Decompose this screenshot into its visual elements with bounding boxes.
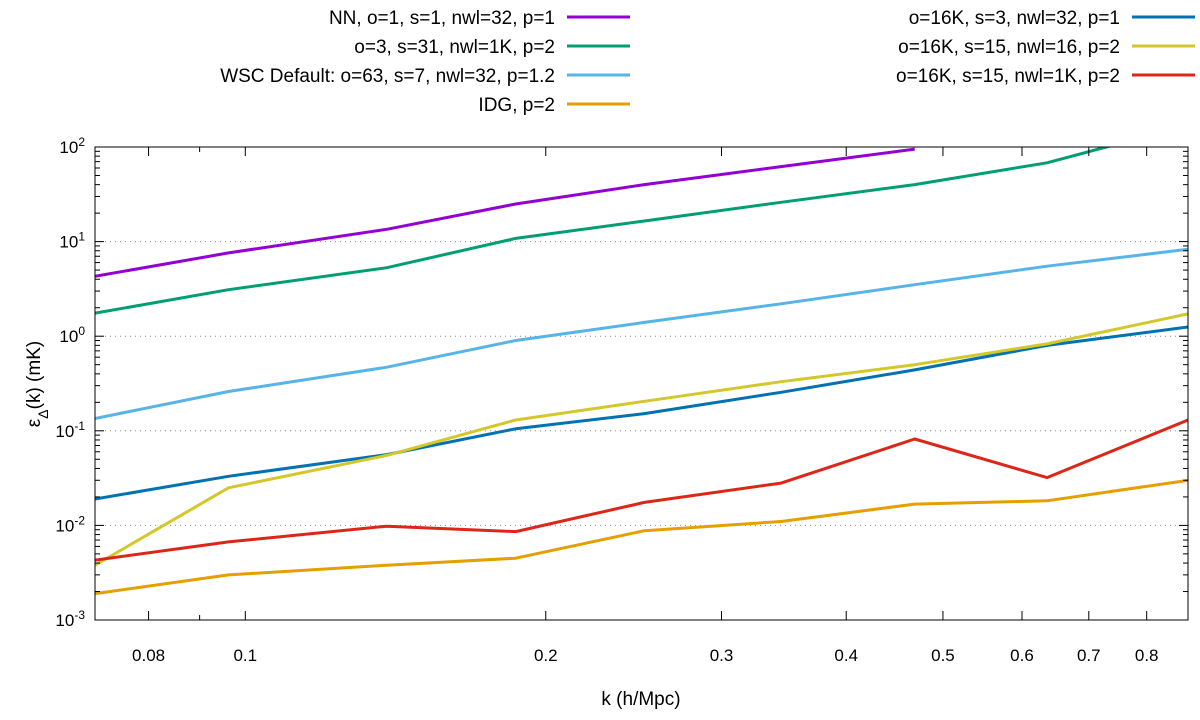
- y-tick-exponent: -3: [74, 608, 85, 622]
- y-tick-exponent: 0: [78, 324, 85, 338]
- series-lines: [95, 147, 1188, 596]
- series-line: [95, 312, 1188, 567]
- y-tick-label: 100: [59, 324, 85, 346]
- legend-label: o=16K, s=15, nwl=1K, p=2: [896, 66, 1120, 87]
- y-tick-base: 10: [55, 611, 74, 630]
- y-tick-label: 102: [59, 135, 85, 157]
- legend-entry: NN, o=1, s=1, nwl=32, p=1: [329, 8, 630, 29]
- y-tick-exponent: -2: [74, 513, 85, 527]
- series-line: [95, 418, 1188, 562]
- y-tick-base: 10: [59, 138, 78, 157]
- y-axis-title-base: ε: [24, 418, 45, 427]
- grid-lines: [95, 241, 1188, 526]
- legend-label: o=3, s=31, nwl=1K, p=2: [354, 37, 555, 58]
- y-tick-exponent: 1: [78, 230, 85, 244]
- series-line: [95, 147, 915, 278]
- legend-label: o=16K, s=15, nwl=16, p=2: [898, 37, 1120, 58]
- legend-entry: o=16K, s=3, nwl=32, p=1: [909, 8, 1195, 29]
- series-line: [95, 325, 1188, 501]
- y-tick-label: 10-1: [55, 419, 85, 441]
- legend: NN, o=1, s=1, nwl=32, p=1 o=3, s=31, nwl=…: [220, 8, 1195, 116]
- plot-frame: [94, 146, 1189, 621]
- x-tick-label: 0.7: [1077, 646, 1101, 665]
- legend-entry: o=3, s=31, nwl=1K, p=2: [354, 37, 630, 58]
- y-axis-title-rest: (k) (mK): [24, 341, 45, 410]
- y-tick-exponent: 2: [78, 135, 85, 149]
- x-tick-label: 0.3: [710, 646, 734, 665]
- series-line: [95, 147, 1113, 315]
- x-tick-label: 0.5: [931, 646, 955, 665]
- x-axis-title: k (h/Mpc): [601, 689, 680, 710]
- legend-entry: o=16K, s=15, nwl=16, p=2: [898, 37, 1195, 58]
- y-tick-label: 101: [59, 230, 85, 252]
- y-tick-label: 10-2: [55, 513, 85, 535]
- y-tick-exponent: -1: [74, 419, 85, 433]
- y-tick-base: 10: [55, 422, 74, 441]
- legend-label: o=16K, s=3, nwl=32, p=1: [909, 8, 1120, 29]
- legend-label: WSC Default: o=63, s=7, nwl=32, p=1.2: [220, 66, 555, 87]
- legend-label: NN, o=1, s=1, nwl=32, p=1: [329, 8, 555, 29]
- y-tick-base: 10: [59, 233, 78, 252]
- legend-label: IDG, p=2: [478, 95, 555, 116]
- x-tick-label: 0.8: [1135, 646, 1159, 665]
- legend-entry: IDG, p=2: [478, 95, 630, 116]
- series-line: [95, 478, 1188, 596]
- y-tick-label: 10-3: [55, 608, 85, 630]
- y-tick-base: 10: [55, 516, 74, 535]
- y-axis-title: εΔ(k) (mK): [24, 341, 51, 427]
- x-tick-label: 0.2: [534, 646, 558, 665]
- y-tick-base: 10: [59, 327, 78, 346]
- x-tick-label: 0.1: [233, 646, 257, 665]
- series-line: [95, 247, 1188, 420]
- y-axis-title-sub: Δ: [35, 409, 51, 418]
- legend-entry: WSC Default: o=63, s=7, nwl=32, p=1.2: [220, 66, 630, 87]
- x-tick-label: 0.08: [132, 646, 165, 665]
- x-tick-label: 0.4: [834, 646, 858, 665]
- legend-entry: o=16K, s=15, nwl=1K, p=2: [896, 66, 1195, 87]
- x-tick-label: 0.6: [1010, 646, 1034, 665]
